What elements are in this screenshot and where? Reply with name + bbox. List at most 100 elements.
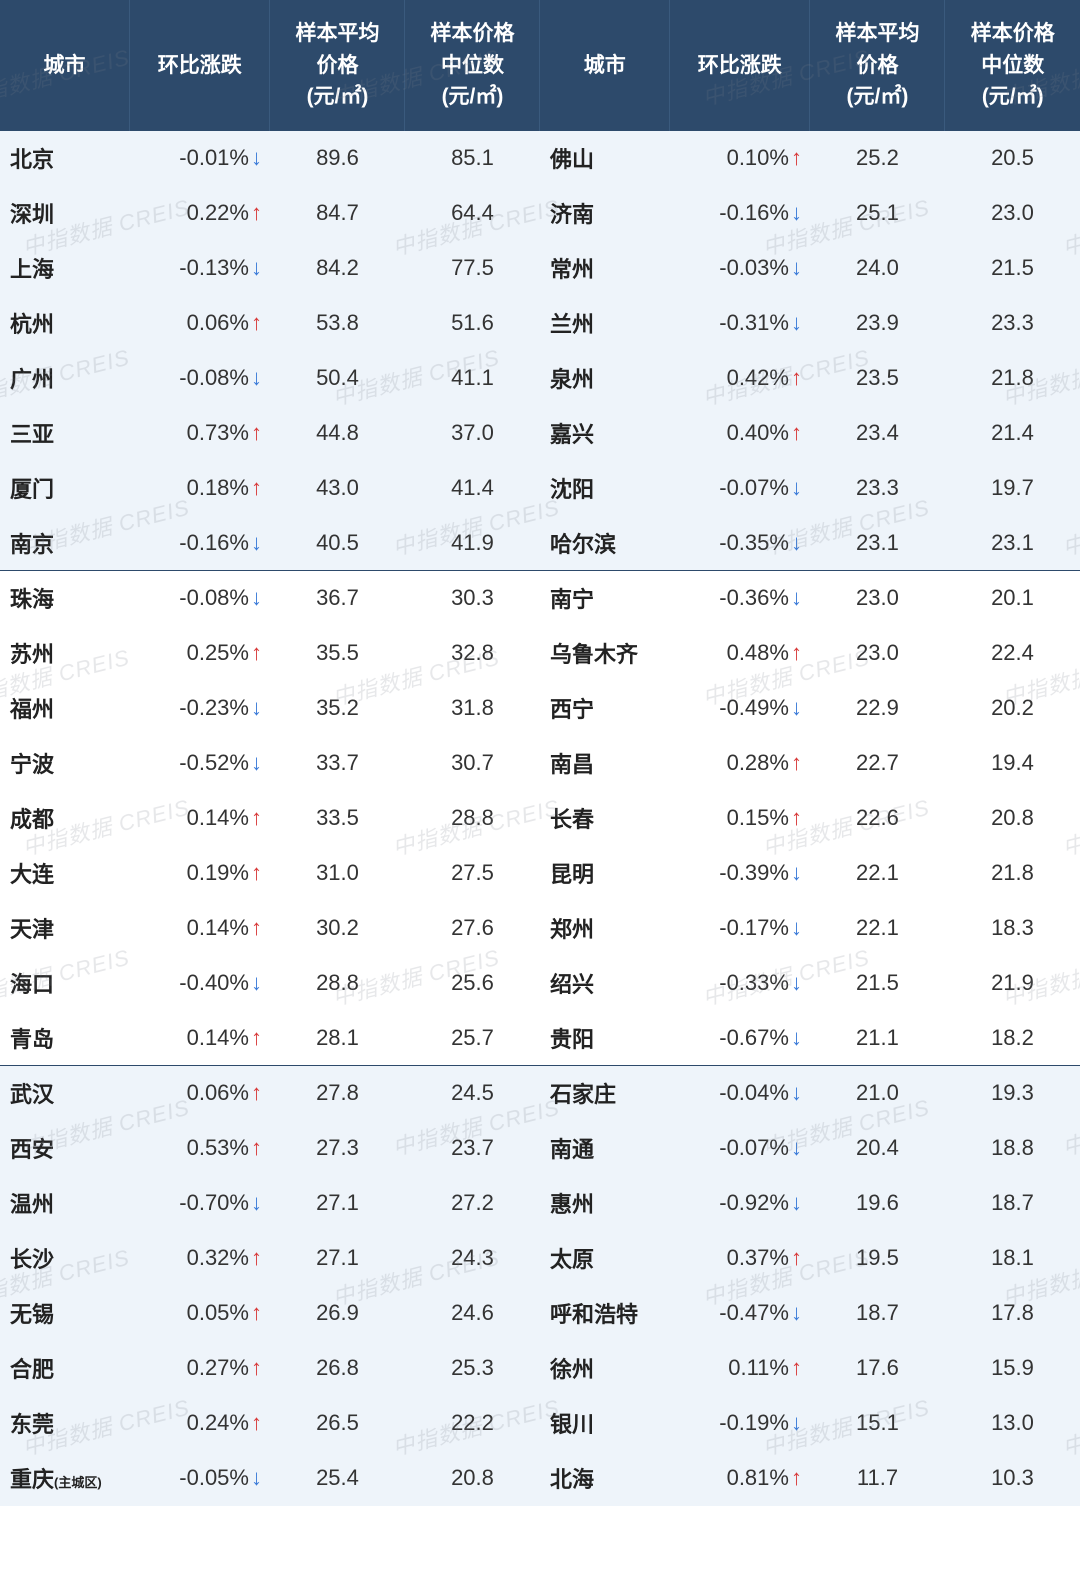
median-price-cell: 27.6: [405, 901, 540, 956]
avg-price-cell: 19.6: [810, 1176, 945, 1231]
city-cell: 重庆(主城区): [0, 1451, 130, 1506]
change-value: 0.81%: [727, 1465, 789, 1490]
change-value: 0.37%: [727, 1245, 789, 1270]
arrow-up-icon: ↑: [251, 1080, 262, 1105]
city-cell: 郑州: [540, 901, 670, 956]
arrow-up-icon: ↑: [251, 1355, 262, 1380]
arrow-up-icon: ↑: [251, 310, 262, 335]
change-value: -0.52%: [179, 750, 249, 775]
median-price-cell: 23.3: [945, 296, 1080, 351]
avg-price-cell: 23.1: [810, 516, 945, 571]
change-value: -0.08%: [179, 585, 249, 610]
change-cell: 0.73%↑: [130, 406, 270, 461]
city-cell: 绍兴: [540, 956, 670, 1011]
change-cell: 0.24%↑: [130, 1396, 270, 1451]
arrow-down-icon: ↓: [251, 145, 262, 170]
change-cell: -0.13%↓: [130, 241, 270, 296]
median-price-cell: 24.5: [405, 1066, 540, 1121]
avg-price-cell: 26.5: [270, 1396, 405, 1451]
median-price-cell: 19.7: [945, 461, 1080, 516]
change-cell: 0.25%↑: [130, 626, 270, 681]
city-cell: 无锡: [0, 1286, 130, 1341]
city-cell: 惠州: [540, 1176, 670, 1231]
change-cell: -0.39%↓: [670, 846, 810, 901]
avg-price-cell: 27.1: [270, 1176, 405, 1231]
median-price-cell: 13.0: [945, 1396, 1080, 1451]
table-row: 海口-0.40%↓28.825.6绍兴-0.33%↓21.521.9: [0, 956, 1080, 1011]
city-cell: 珠海: [0, 571, 130, 626]
change-value: -0.47%: [719, 1300, 789, 1325]
change-cell: -0.70%↓: [130, 1176, 270, 1231]
arrow-up-icon: ↑: [251, 1025, 262, 1050]
city-cell: 昆明: [540, 846, 670, 901]
change-cell: -0.07%↓: [670, 461, 810, 516]
city-cell: 成都: [0, 791, 130, 846]
change-value: -0.16%: [719, 200, 789, 225]
table-row: 温州-0.70%↓27.127.2惠州-0.92%↓19.618.7: [0, 1176, 1080, 1231]
change-cell: -0.36%↓: [670, 571, 810, 626]
avg-price-cell: 25.2: [810, 131, 945, 186]
avg-price-cell: 23.4: [810, 406, 945, 461]
change-value: 0.14%: [187, 915, 249, 940]
arrow-up-icon: ↑: [791, 365, 802, 390]
arrow-down-icon: ↓: [791, 585, 802, 610]
change-cell: 0.22%↑: [130, 186, 270, 241]
change-value: 0.32%: [187, 1245, 249, 1270]
price-table-container: 城市 环比涨跌 样本平均 价格 (元/㎡) 样本价格 中位数 (元/㎡) 城市 …: [0, 0, 1080, 1506]
city-cell: 太原: [540, 1231, 670, 1286]
change-value: -0.03%: [719, 255, 789, 280]
median-price-cell: 23.0: [945, 186, 1080, 241]
change-value: -0.92%: [719, 1190, 789, 1215]
avg-price-cell: 23.5: [810, 351, 945, 406]
median-price-cell: 30.7: [405, 736, 540, 791]
arrow-up-icon: ↑: [791, 1245, 802, 1270]
city-cell: 南京: [0, 516, 130, 571]
median-price-cell: 64.4: [405, 186, 540, 241]
change-value: 0.14%: [187, 1025, 249, 1050]
arrow-down-icon: ↓: [791, 475, 802, 500]
table-row: 西安0.53%↑27.323.7南通-0.07%↓20.418.8: [0, 1121, 1080, 1176]
avg-price-cell: 22.7: [810, 736, 945, 791]
arrow-down-icon: ↓: [791, 1300, 802, 1325]
city-cell: 北海: [540, 1451, 670, 1506]
arrow-down-icon: ↓: [791, 1080, 802, 1105]
median-price-cell: 15.9: [945, 1341, 1080, 1396]
change-cell: 0.28%↑: [670, 736, 810, 791]
median-price-cell: 31.8: [405, 681, 540, 736]
city-cell: 海口: [0, 956, 130, 1011]
table-row: 南京-0.16%↓40.541.9哈尔滨-0.35%↓23.123.1: [0, 516, 1080, 571]
arrow-up-icon: ↑: [791, 805, 802, 830]
header-median-right: 样本价格 中位数 (元/㎡): [945, 0, 1080, 131]
change-cell: 0.42%↑: [670, 351, 810, 406]
change-cell: -0.40%↓: [130, 956, 270, 1011]
city-cell: 南通: [540, 1121, 670, 1176]
arrow-down-icon: ↓: [791, 1410, 802, 1435]
median-price-cell: 10.3: [945, 1451, 1080, 1506]
avg-price-cell: 17.6: [810, 1341, 945, 1396]
arrow-up-icon: ↑: [251, 915, 262, 940]
median-price-cell: 18.7: [945, 1176, 1080, 1231]
table-row: 广州-0.08%↓50.441.1泉州0.42%↑23.521.8: [0, 351, 1080, 406]
change-value: 0.06%: [187, 1080, 249, 1105]
city-cell: 泉州: [540, 351, 670, 406]
change-cell: 0.48%↑: [670, 626, 810, 681]
price-table: 城市 环比涨跌 样本平均 价格 (元/㎡) 样本价格 中位数 (元/㎡) 城市 …: [0, 0, 1080, 1506]
change-cell: -0.52%↓: [130, 736, 270, 791]
median-price-cell: 20.1: [945, 571, 1080, 626]
change-value: -0.07%: [719, 475, 789, 500]
arrow-up-icon: ↑: [251, 860, 262, 885]
median-price-cell: 41.1: [405, 351, 540, 406]
table-row: 福州-0.23%↓35.231.8西宁-0.49%↓22.920.2: [0, 681, 1080, 736]
avg-price-cell: 33.5: [270, 791, 405, 846]
avg-price-cell: 40.5: [270, 516, 405, 571]
arrow-up-icon: ↑: [791, 640, 802, 665]
median-price-cell: 41.9: [405, 516, 540, 571]
city-cell: 大连: [0, 846, 130, 901]
avg-price-cell: 27.1: [270, 1231, 405, 1286]
change-value: 0.05%: [187, 1300, 249, 1325]
avg-price-cell: 25.1: [810, 186, 945, 241]
change-value: -0.67%: [719, 1025, 789, 1050]
change-value: 0.73%: [187, 420, 249, 445]
city-cell: 上海: [0, 241, 130, 296]
avg-price-cell: 21.5: [810, 956, 945, 1011]
